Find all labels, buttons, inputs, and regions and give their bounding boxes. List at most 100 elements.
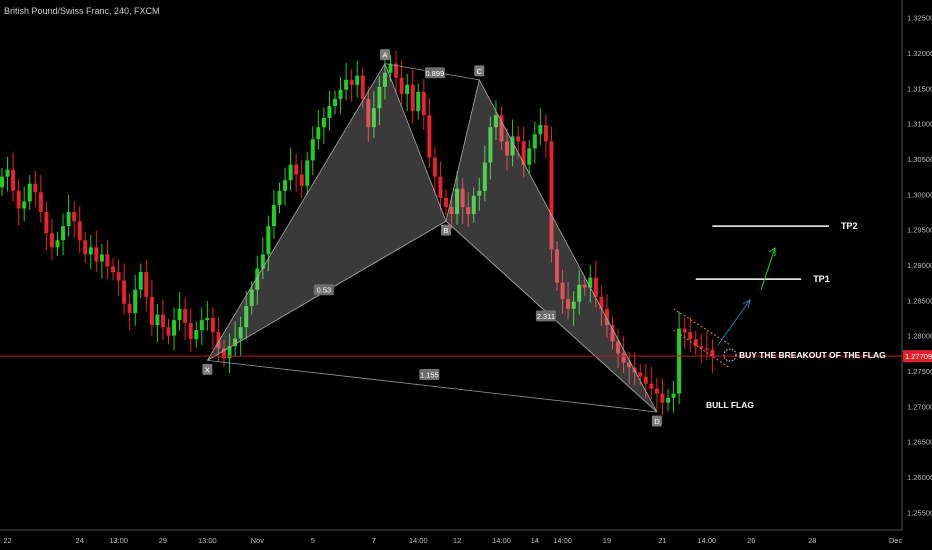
candle-up xyxy=(66,212,71,227)
candle-up xyxy=(133,289,138,314)
candle-up xyxy=(283,180,288,191)
candle-up xyxy=(27,183,32,202)
candle-down xyxy=(699,346,704,349)
candle-up xyxy=(310,139,315,161)
time-tick-label: Dec xyxy=(889,536,903,545)
candle-down xyxy=(660,393,665,403)
time-tick-label: 7 xyxy=(372,536,376,545)
bull-flag-text: BULL FLAG xyxy=(706,400,754,410)
candle-up xyxy=(527,148,532,165)
time-tick-label: 28 xyxy=(808,536,816,545)
candle-down xyxy=(77,221,82,241)
buy-point-circle xyxy=(723,348,737,362)
candle-down xyxy=(604,308,609,326)
pattern-point-tag xyxy=(202,363,213,375)
candle-down xyxy=(160,314,165,328)
candle-down xyxy=(144,272,149,297)
candle-down xyxy=(599,296,604,309)
candle-down xyxy=(704,348,709,350)
ratio-tag xyxy=(313,284,334,296)
candle-down xyxy=(94,247,99,262)
candle-up xyxy=(571,301,576,309)
candle-up xyxy=(344,79,349,90)
ratio-label: 0.53 xyxy=(317,286,332,295)
price-tick-label: 1.28000 xyxy=(907,332,932,341)
candle-up xyxy=(371,108,376,128)
time-tick-label: 14:00 xyxy=(492,536,511,545)
arrow-to-tp2-head xyxy=(768,247,776,256)
candle-down xyxy=(83,240,88,255)
candle-up xyxy=(205,318,210,321)
time-tick-label: 13:00 xyxy=(198,536,217,545)
candle-up xyxy=(172,320,177,336)
candle-down xyxy=(649,383,654,389)
candle-down xyxy=(444,197,448,208)
candle-down xyxy=(543,125,548,142)
time-tick-label: 26 xyxy=(747,536,755,545)
candle-down xyxy=(122,280,127,304)
price-tick-label: 1.29000 xyxy=(907,261,932,270)
price-tick-label: 1.30000 xyxy=(907,190,932,199)
candles xyxy=(0,50,715,416)
price-tick-label: 1.29500 xyxy=(907,226,932,235)
ratio-label: 2.311 xyxy=(537,312,555,321)
candle-down xyxy=(438,176,443,198)
flag-upper-line xyxy=(673,308,730,345)
pattern-point-label: B xyxy=(443,226,448,235)
price-tick-label: 1.26500 xyxy=(907,438,932,447)
candle-down xyxy=(188,322,193,340)
time-tick-label: 22 xyxy=(3,536,11,545)
candle-up xyxy=(288,164,293,181)
candle-down xyxy=(16,190,21,209)
price-tick-label: 1.31500 xyxy=(907,84,932,93)
candle-up xyxy=(477,190,482,196)
candle-down xyxy=(516,136,521,142)
time-tick-label: 14:00 xyxy=(409,536,428,545)
candle-up xyxy=(61,226,66,241)
candle-down xyxy=(72,212,77,222)
candle-down xyxy=(127,303,132,314)
candle-up xyxy=(488,127,493,163)
candle-up xyxy=(677,328,682,394)
candle-up xyxy=(177,308,182,321)
price-tick-label: 1.27500 xyxy=(907,367,932,376)
arrow-to-tp1 xyxy=(717,299,751,346)
candle-down xyxy=(216,332,221,349)
candle-up xyxy=(255,268,260,290)
candle-down xyxy=(627,362,632,368)
candle-up xyxy=(0,176,4,188)
candle-up xyxy=(671,393,676,398)
candle-up xyxy=(577,284,582,302)
ratio-label: 1.155 xyxy=(420,371,439,380)
current-price-label: 1.27709 xyxy=(905,352,932,361)
arrow-to-tp2 xyxy=(760,247,776,291)
candle-up xyxy=(238,327,243,339)
pattern-leg xyxy=(207,360,657,413)
candle-up xyxy=(355,75,360,85)
candle-up xyxy=(5,169,10,177)
candle-up xyxy=(493,115,498,128)
candle-down xyxy=(294,164,299,175)
candle-down xyxy=(366,98,371,128)
pattern-point-label: X xyxy=(205,365,210,374)
chart-title: British Pound/Swiss Franc, 240, FXCM xyxy=(4,6,160,16)
candle-up xyxy=(138,272,143,290)
candle-up xyxy=(88,247,93,255)
candle-down xyxy=(499,115,504,142)
candle-down xyxy=(688,332,693,340)
price-tick-label: 1.26000 xyxy=(907,473,932,482)
time-tick-label: 5 xyxy=(311,536,315,545)
candle-down xyxy=(710,349,715,357)
candle-down xyxy=(432,157,437,177)
candle-up xyxy=(382,72,387,87)
candle-up xyxy=(405,84,410,94)
time-tick-label: 21 xyxy=(658,536,666,545)
candle-down xyxy=(549,141,554,250)
candle-up xyxy=(327,106,332,119)
candle-up xyxy=(455,188,460,215)
pattern-point-tag xyxy=(474,65,485,77)
candle-down xyxy=(399,77,404,94)
candle-down xyxy=(410,84,415,111)
